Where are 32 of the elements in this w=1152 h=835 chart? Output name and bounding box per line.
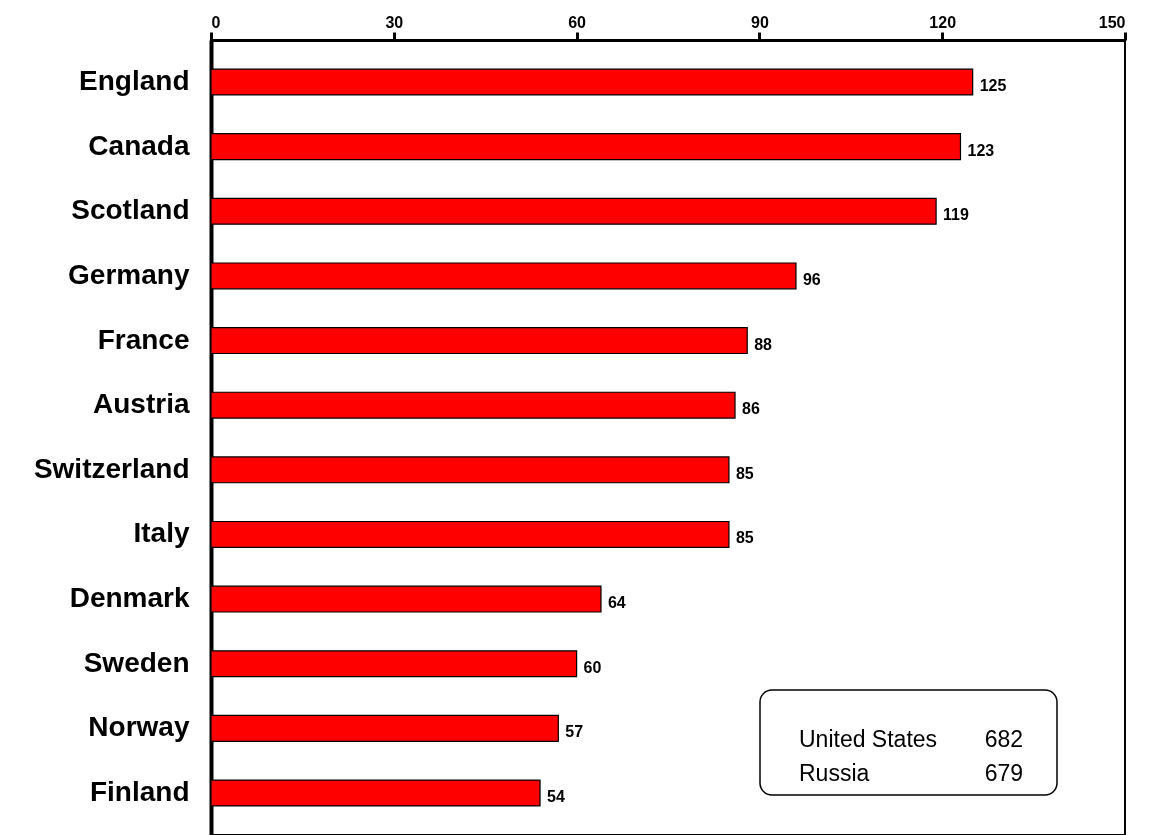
data-label: 54 <box>547 787 565 805</box>
text: United States 682 <box>799 726 1023 752</box>
text: Russia 679 <box>799 760 1023 786</box>
data-label: 125 <box>979 77 1007 95</box>
y-tick-label: Norway <box>88 711 190 743</box>
y-tick-label: Sweden <box>83 646 190 678</box>
data-label: 86 <box>742 400 760 418</box>
y-tick-label: Italy <box>133 517 190 549</box>
x-tick-label: 60 <box>568 13 587 31</box>
y-tick-label: Switzerland <box>33 452 190 484</box>
y-tick-label: Denmark <box>69 582 190 614</box>
x-tick-label: 90 <box>751 13 769 31</box>
data-label: 123 <box>967 141 995 159</box>
y-tick-label: Austria <box>93 388 190 420</box>
y-tick-label: Finland <box>89 775 190 807</box>
x-tick-label: 120 <box>929 13 957 31</box>
data-label: 96 <box>802 270 821 288</box>
data-label: 64 <box>607 594 626 612</box>
data-label: 85 <box>735 464 754 482</box>
y-tick-label: Canada <box>88 129 190 161</box>
y-tick-label: Scotland <box>71 194 190 226</box>
data-label: 88 <box>754 335 773 353</box>
data-label: 60 <box>583 658 602 676</box>
data-label: 57 <box>565 723 584 741</box>
data-label: 119 <box>943 206 970 224</box>
x-tick-label: 30 <box>385 13 404 31</box>
data-label: 85 <box>735 529 754 547</box>
y-tick-label: England <box>79 65 190 97</box>
y-tick-label: Germany <box>68 258 190 290</box>
y-tick-label: France <box>97 323 190 355</box>
x-tick-label: 150 <box>1098 13 1126 31</box>
x-tick-label: 0 <box>211 13 221 31</box>
